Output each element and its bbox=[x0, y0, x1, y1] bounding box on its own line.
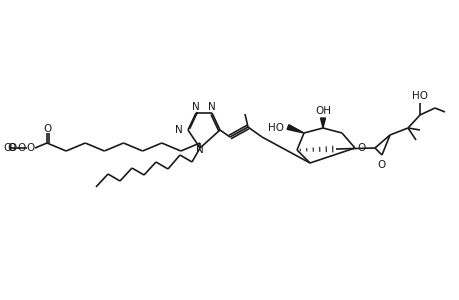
Text: O: O bbox=[8, 143, 16, 153]
Polygon shape bbox=[286, 125, 303, 133]
Text: O: O bbox=[357, 143, 365, 153]
Text: O: O bbox=[18, 143, 26, 153]
Text: O: O bbox=[44, 124, 52, 134]
Text: HO: HO bbox=[268, 123, 283, 133]
Polygon shape bbox=[320, 118, 325, 128]
Text: O: O bbox=[377, 160, 385, 170]
Text: OH: OH bbox=[314, 106, 330, 116]
Text: N: N bbox=[196, 145, 203, 155]
Text: O: O bbox=[4, 143, 12, 153]
Text: HO: HO bbox=[411, 91, 427, 101]
Text: O: O bbox=[27, 143, 35, 153]
Text: N: N bbox=[175, 125, 183, 135]
Text: N: N bbox=[192, 102, 200, 112]
Text: N: N bbox=[207, 102, 215, 112]
Text: O: O bbox=[9, 143, 17, 153]
